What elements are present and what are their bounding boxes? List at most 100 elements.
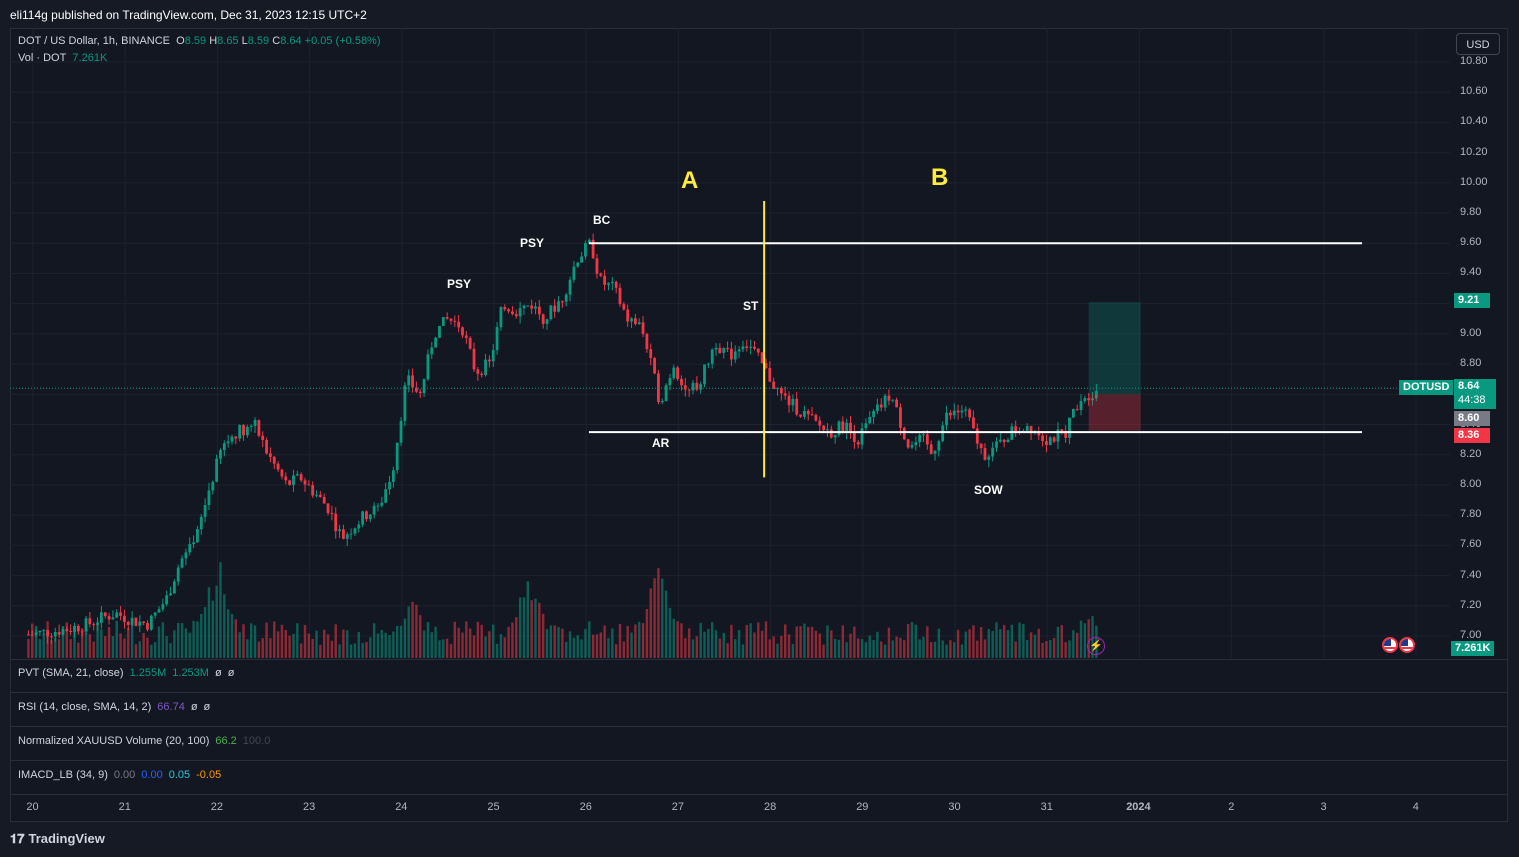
indicator-value: 1.253M	[172, 667, 209, 679]
annotation-psy-1[interactable]: PSY	[447, 277, 472, 291]
candle-body	[779, 387, 783, 394]
indicator-legend[interactable]: RSI (14, close, SMA, 14, 2) 66.74 ø ø	[18, 701, 210, 713]
us-flag-event-icon-2[interactable]	[1399, 637, 1415, 653]
volume-bar	[253, 625, 257, 658]
indicator-name: PVT (SMA, 21, close)	[18, 667, 124, 679]
candle-body	[891, 399, 895, 401]
candle-body	[941, 425, 945, 442]
volume-bar	[242, 624, 245, 658]
volume-bar	[649, 588, 652, 658]
volume-bar	[161, 622, 165, 658]
candle-body	[534, 306, 537, 309]
currency-button[interactable]: USD	[1456, 33, 1500, 55]
pane-separator[interactable]	[10, 659, 1508, 660]
phase-a-label[interactable]: A	[681, 167, 699, 194]
indicator-legend[interactable]: PVT (SMA, 21, close) 1.255M 1.253M ø ø	[18, 667, 234, 679]
close-label: C	[272, 35, 281, 47]
volume-bar	[442, 639, 445, 658]
candle-body	[153, 612, 157, 616]
annotation-psy-2[interactable]: PSY	[520, 236, 545, 250]
candle-body	[203, 505, 207, 517]
candle-body	[215, 458, 219, 482]
candle-body	[211, 481, 215, 491]
volume-bar	[480, 624, 483, 658]
candle-body	[219, 450, 222, 459]
symbol-title[interactable]: DOT / US Dollar, 1h, BINANCE	[18, 35, 171, 47]
pane-separator[interactable]	[10, 760, 1508, 761]
candle-body	[541, 314, 545, 324]
candle-body	[641, 322, 645, 334]
volume-bar	[230, 613, 234, 658]
candle-body	[526, 305, 530, 307]
candle-body	[146, 622, 149, 630]
volume-bar	[979, 626, 983, 658]
volume-bar	[614, 644, 618, 658]
volume-bar	[1064, 642, 1067, 658]
annotation-bc[interactable]: BC	[593, 213, 611, 227]
indicator-legend[interactable]: Normalized XAUUSD Volume (20, 100) 66.2 10…	[18, 735, 270, 747]
candle-body	[699, 384, 703, 390]
volume-bar	[810, 626, 814, 658]
volume-bar	[630, 632, 633, 658]
indicator-value: ø	[190, 701, 198, 713]
candle-body	[326, 503, 330, 514]
candle-body	[368, 514, 372, 520]
volume-legend[interactable]: Vol · DOT 7.261K	[18, 52, 107, 64]
candle-body	[733, 351, 737, 360]
us-flag-event-icon[interactable]	[1382, 637, 1398, 653]
tradingview-logo[interactable]: 𝟏𝟕 TradingView	[10, 831, 105, 847]
pane-separator[interactable]	[10, 794, 1508, 795]
indicator-legend[interactable]: IMACD_LB (34, 9) 0.00 0.00 0.05 -0.05	[18, 769, 221, 781]
pane-separator[interactable]	[10, 726, 1508, 727]
phase-b-label[interactable]: B	[931, 164, 949, 191]
volume-bar	[541, 613, 545, 658]
price-tick-label: 8.80	[1460, 357, 1482, 370]
annotation-sow[interactable]: SOW	[974, 483, 1003, 497]
candle-body	[1048, 437, 1052, 446]
publish-info: eli114g published on TradingView.com, De…	[10, 8, 367, 22]
candle-body	[887, 395, 891, 401]
volume-bar	[415, 604, 418, 658]
candle-body	[249, 425, 253, 427]
candle-body	[1029, 426, 1033, 433]
candle-body	[1083, 398, 1087, 402]
candle-body	[518, 308, 522, 317]
candle-body	[361, 511, 365, 525]
annotation-st[interactable]: ST	[743, 299, 759, 313]
volume-bar	[676, 621, 679, 658]
price-tick-label: 9.00	[1460, 326, 1482, 339]
candle-body	[845, 422, 849, 433]
volume-bar	[157, 626, 161, 658]
candle-body	[449, 318, 453, 321]
candle-body	[292, 475, 295, 485]
candle-body	[956, 410, 960, 413]
symbol-legend[interactable]: DOT / US Dollar, 1h, BINANCE O8.59 H8.65…	[18, 35, 381, 47]
candle-body	[968, 409, 971, 418]
time-tick-label: 26	[579, 801, 592, 813]
candle-body	[507, 309, 510, 312]
candle-countdown: 44:38	[1458, 394, 1486, 406]
price-tick-label: 10.20	[1460, 145, 1488, 158]
volume-bar	[369, 637, 372, 658]
volume-bar	[599, 632, 602, 658]
candle-body	[1025, 426, 1029, 431]
candle-body	[557, 301, 560, 312]
candle-body	[622, 304, 626, 310]
candle-body	[115, 612, 119, 618]
lightning-icon[interactable]: ⚡	[1087, 637, 1105, 655]
candle-body	[403, 385, 407, 421]
volume-bar	[96, 621, 99, 658]
candle-body	[157, 609, 161, 613]
candle-body	[134, 617, 138, 626]
time-tick-label: 23	[303, 801, 316, 813]
volume-bar	[641, 623, 645, 658]
price-chart[interactable]	[10, 28, 1508, 822]
annotation-ar[interactable]: AR	[652, 436, 670, 450]
volume-bar	[580, 639, 583, 658]
candle-body	[948, 412, 952, 416]
candle-body	[530, 305, 534, 309]
candle-body	[238, 425, 242, 439]
price-tick-label: 9.60	[1460, 236, 1482, 249]
pane-separator[interactable]	[10, 692, 1508, 693]
candle-body	[899, 407, 902, 428]
